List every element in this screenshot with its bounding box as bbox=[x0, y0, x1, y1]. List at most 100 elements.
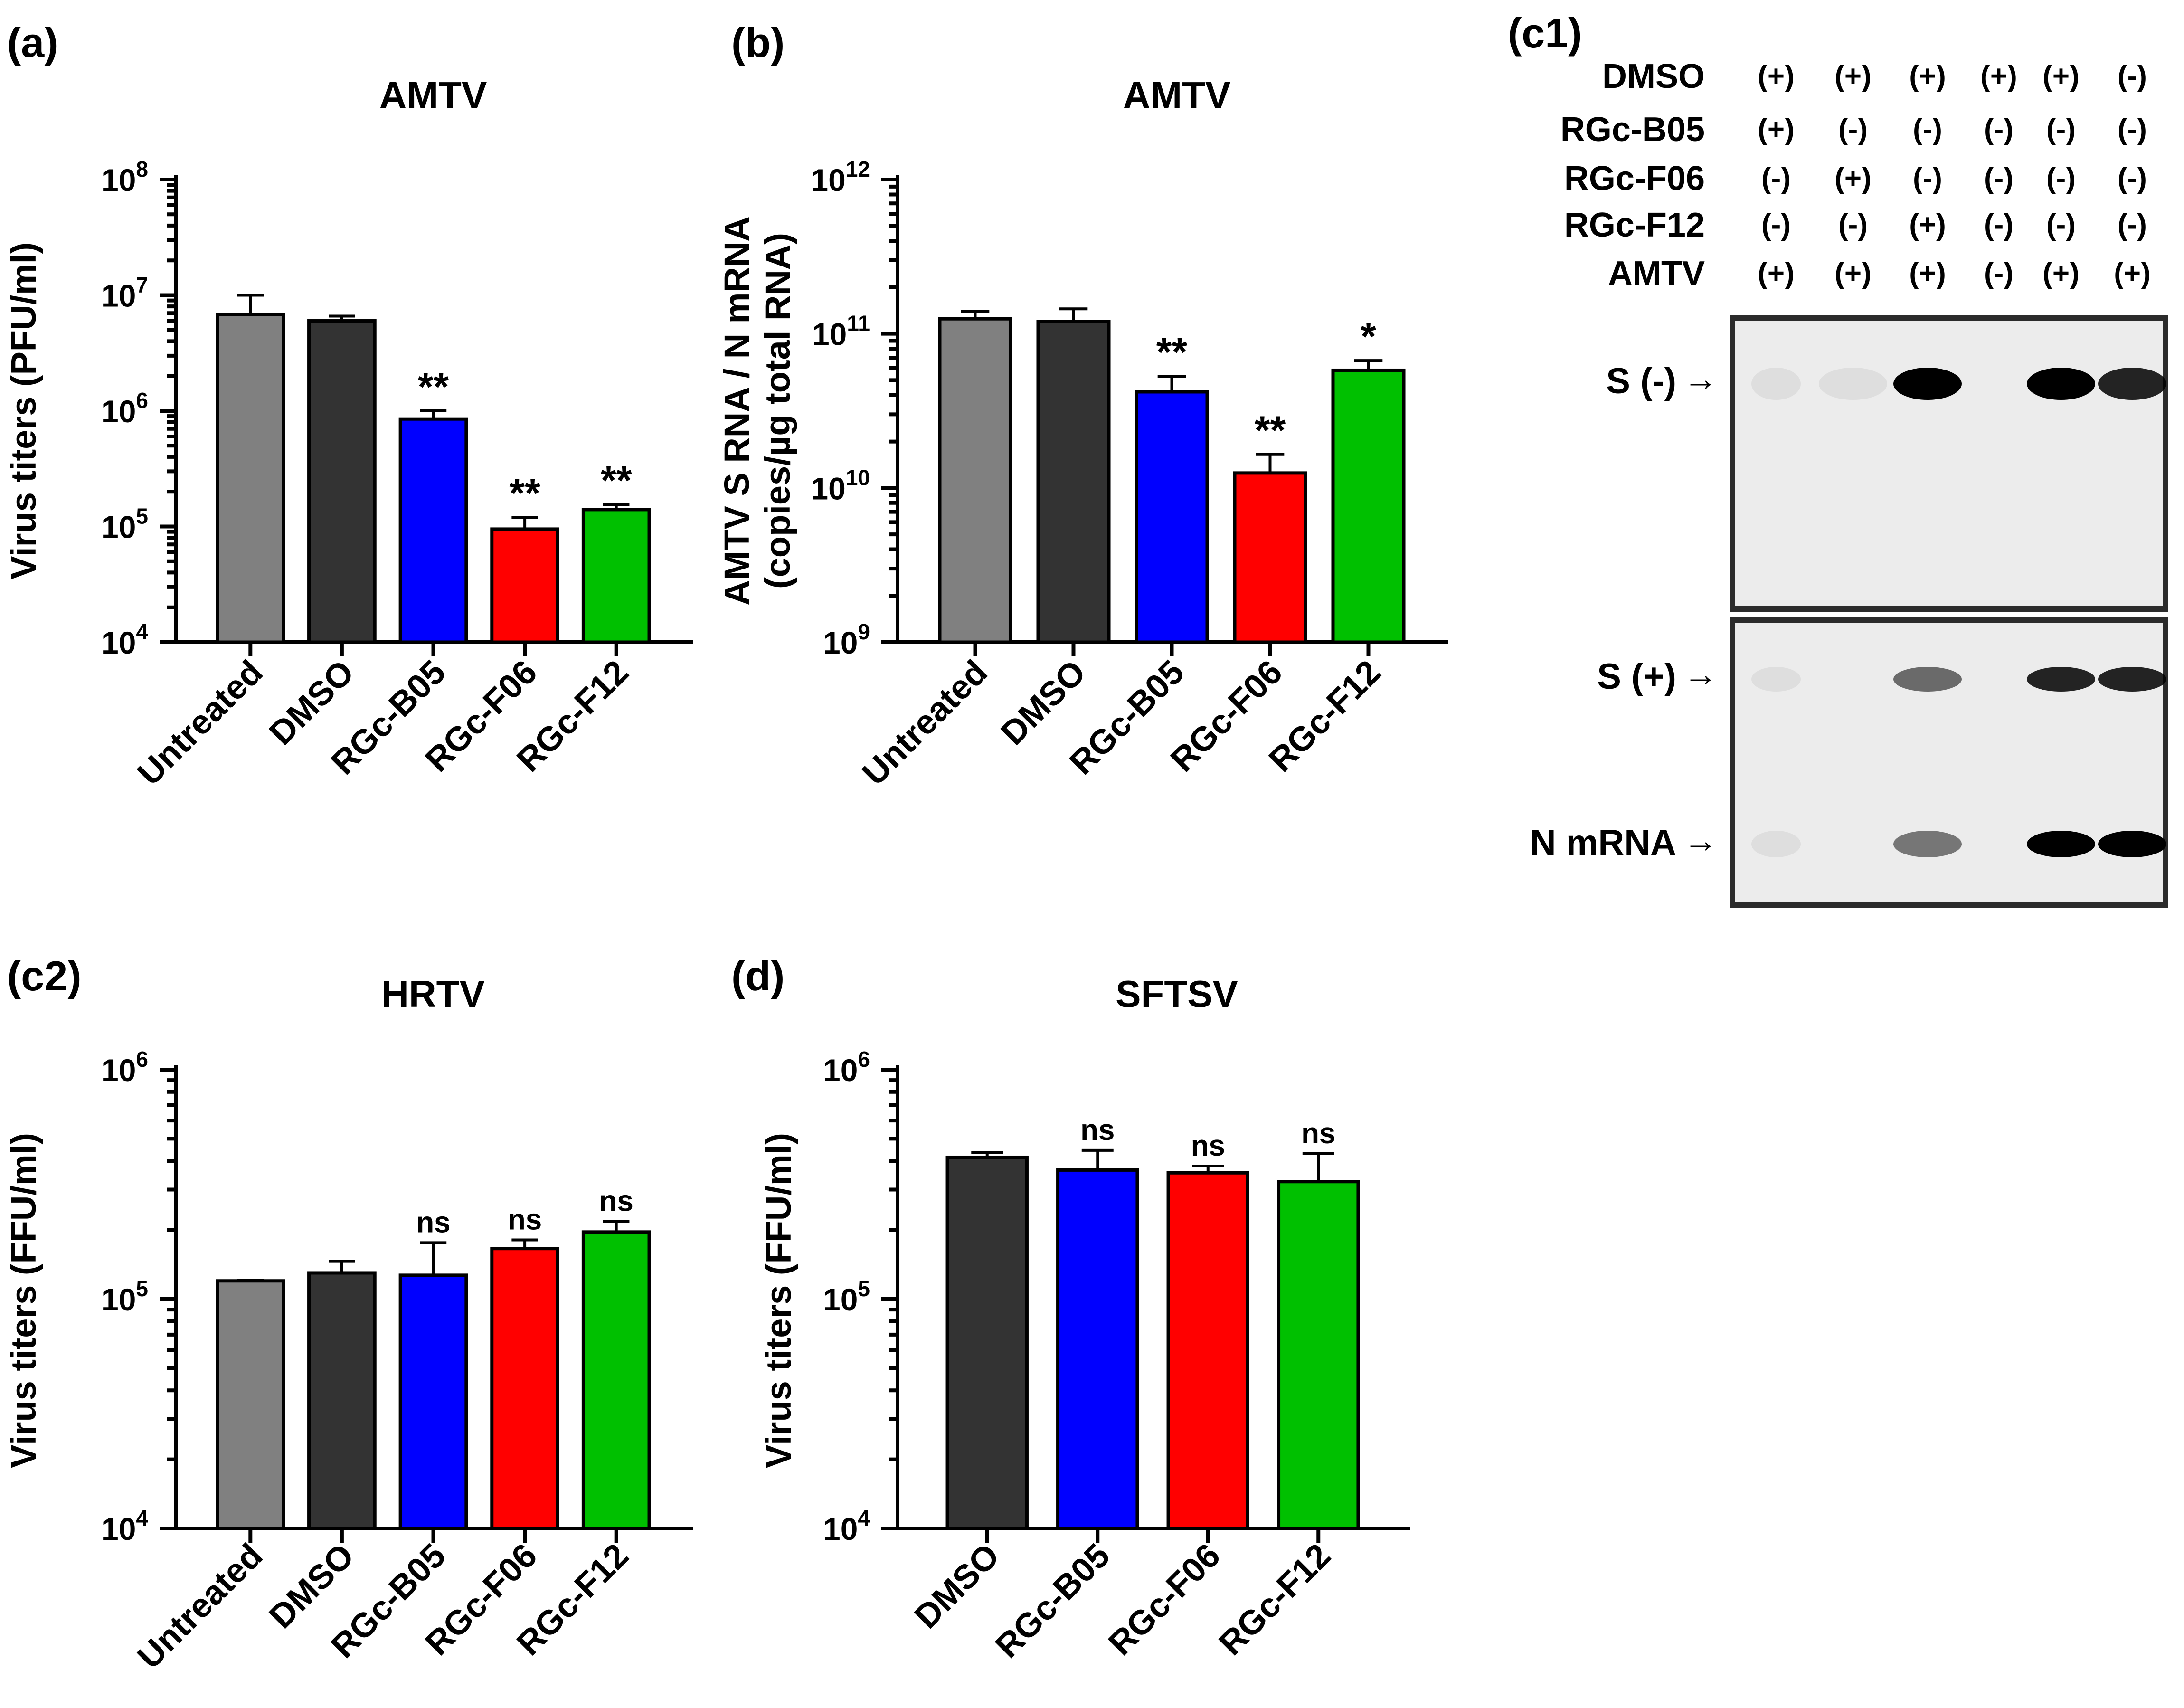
significance-label: ** bbox=[601, 458, 632, 503]
y-tick-label: 1012 bbox=[811, 157, 870, 198]
significance-label: * bbox=[1361, 314, 1376, 359]
bar-untreated bbox=[216, 313, 285, 644]
category-label: RGc-F12 bbox=[1212, 1537, 1338, 1663]
treatment-cell: (-) bbox=[1913, 113, 1942, 146]
treatment-cell: (+) bbox=[1758, 257, 1795, 290]
treatment-cell: (-) bbox=[2046, 162, 2076, 195]
significance-label: ** bbox=[418, 364, 449, 409]
chart-c2-ylabel: Virus titers (FFU/ml) bbox=[4, 1133, 43, 1468]
treatment-cell: (-) bbox=[2118, 113, 2147, 146]
chart-a-ylabel: Virus titers (PFU/ml) bbox=[4, 242, 43, 579]
chart-b-ylabel: AMTV S RNA / N mRNA bbox=[717, 216, 756, 606]
blot-band-labels: S (-) →S (+) →N mRNA → bbox=[1530, 360, 1718, 863]
category-label: Untreated bbox=[130, 653, 270, 793]
blot-band bbox=[1751, 368, 1801, 400]
arrow-icon: → bbox=[1683, 655, 1718, 693]
chart-c2-title: HRTV bbox=[381, 973, 485, 1015]
bar-rgc-b05 bbox=[398, 1273, 468, 1530]
y-tick-label: 106 bbox=[823, 1047, 870, 1088]
bar-rgc-f12 bbox=[581, 1230, 651, 1530]
significance-label: ** bbox=[1156, 330, 1188, 374]
treatment-cell: (-) bbox=[1761, 209, 1791, 241]
chart-d-ylabel: Virus titers (FFU/ml) bbox=[759, 1133, 798, 1468]
treatment-cell: (+) bbox=[1834, 60, 1872, 93]
y-tick-label: 104 bbox=[101, 619, 148, 660]
bar-dmso bbox=[307, 319, 377, 644]
bar-rgc-b05 bbox=[1135, 390, 1209, 644]
treatment-cell: (-) bbox=[1838, 113, 1868, 146]
treatment-matrix: DMSO (+) (+) (+) (+) (+) (-) RGc-B05 (+) (-) (-) (-… bbox=[1560, 57, 2151, 293]
y-tick-label: 104 bbox=[101, 1506, 148, 1547]
blot-bottom-frame bbox=[1730, 617, 2168, 908]
arrow-icon: → bbox=[1683, 360, 1718, 398]
bar-dmso bbox=[1036, 320, 1111, 644]
y-tick-label: 1011 bbox=[812, 311, 870, 352]
bar-rgc-f12 bbox=[581, 508, 651, 644]
panel-a-label: (a) bbox=[7, 19, 58, 66]
treatment-cell: (+) bbox=[1909, 257, 1946, 290]
blot-band bbox=[1893, 368, 1962, 400]
chart-b-ylabel: (copies/µg total RNA) bbox=[758, 233, 797, 589]
chart-a-title: AMTV bbox=[379, 74, 487, 116]
y-tick-label: 107 bbox=[101, 273, 148, 313]
significance-label: ns bbox=[416, 1206, 450, 1239]
significance-label: ns bbox=[1080, 1114, 1115, 1147]
blot-bands bbox=[1751, 368, 2166, 857]
chart-d: SFTSV Virus titers (FFU/ml) 104 105 106 DMSO n… bbox=[759, 973, 1410, 1666]
chart-c2: HRTV Virus titers (FFU/ml) 104 105 106 Untrea… bbox=[4, 973, 693, 1676]
category-label: Untreated bbox=[855, 653, 995, 793]
chart-b: AMTV AMTV S RNA / N mRNA (copies/µg total … bbox=[717, 74, 1448, 793]
bar-untreated bbox=[216, 1279, 285, 1530]
y-tick-label: 104 bbox=[823, 1506, 870, 1547]
category-label: DMSO bbox=[994, 653, 1093, 752]
chart-a: AMTV Virus titers (PFU/ml) 104 105 106 107 108… bbox=[4, 74, 693, 793]
bar-dmso bbox=[945, 1155, 1029, 1530]
bar-rgc-f06 bbox=[1233, 471, 1307, 644]
treatment-row-label: RGc-F06 bbox=[1564, 160, 1705, 198]
treatment-cell: (-) bbox=[1984, 257, 2014, 290]
significance-label: ns bbox=[508, 1204, 542, 1236]
blot-band bbox=[2027, 368, 2095, 400]
blot-band bbox=[1751, 831, 1801, 857]
treatment-cell: (-) bbox=[2118, 162, 2147, 195]
treatment-cell: (-) bbox=[2118, 209, 2147, 241]
treatment-cell: (-) bbox=[2046, 209, 2076, 241]
bar-rgc-f06 bbox=[490, 527, 559, 644]
treatment-cell: (+) bbox=[2042, 60, 2080, 93]
treatment-cell: (-) bbox=[1761, 162, 1791, 195]
treatment-cell: (+) bbox=[1909, 60, 1946, 93]
treatment-cell: (-) bbox=[1913, 162, 1942, 195]
blot-band bbox=[2098, 667, 2166, 692]
significance-label: ** bbox=[509, 471, 540, 515]
category-label: Untreated bbox=[130, 1537, 270, 1676]
blot-band bbox=[2027, 667, 2095, 692]
blot-band bbox=[2098, 831, 2166, 857]
treatment-cell: (-) bbox=[1984, 113, 2014, 146]
significance-label: ns bbox=[599, 1185, 633, 1218]
bar-rgc-f12 bbox=[1331, 368, 1406, 644]
treatment-cell: (-) bbox=[1984, 209, 2014, 241]
treatment-cell: (+) bbox=[1758, 60, 1795, 93]
bar-rgc-b05 bbox=[398, 417, 468, 644]
y-tick-label: 1010 bbox=[811, 465, 870, 506]
treatment-cell: (+) bbox=[2114, 257, 2151, 290]
significance-label: ** bbox=[1255, 408, 1286, 453]
y-tick-label: 105 bbox=[823, 1276, 870, 1317]
bar-rgc-f12 bbox=[1277, 1180, 1360, 1530]
blot-band bbox=[1819, 368, 1887, 400]
treatment-cell: (-) bbox=[1838, 209, 1868, 241]
category-label: RGc-F06 bbox=[1101, 1537, 1228, 1663]
y-tick-label: 106 bbox=[101, 1047, 148, 1088]
y-tick-label: 106 bbox=[101, 388, 148, 429]
treatment-row-label: DMSO bbox=[1602, 57, 1705, 95]
band-label: S (-) bbox=[1606, 361, 1676, 401]
y-tick-label: 108 bbox=[101, 157, 148, 198]
bar-rgc-b05 bbox=[1056, 1168, 1139, 1530]
treatment-row-label: RGc-F12 bbox=[1564, 206, 1705, 244]
blot-top-frame bbox=[1730, 315, 2168, 612]
y-tick-label: 105 bbox=[101, 504, 148, 545]
bar-rgc-f06 bbox=[1166, 1171, 1249, 1530]
blot-band bbox=[1893, 831, 1962, 857]
treatment-cell: (+) bbox=[1909, 209, 1946, 241]
category-label: RGc-B05 bbox=[988, 1537, 1117, 1666]
